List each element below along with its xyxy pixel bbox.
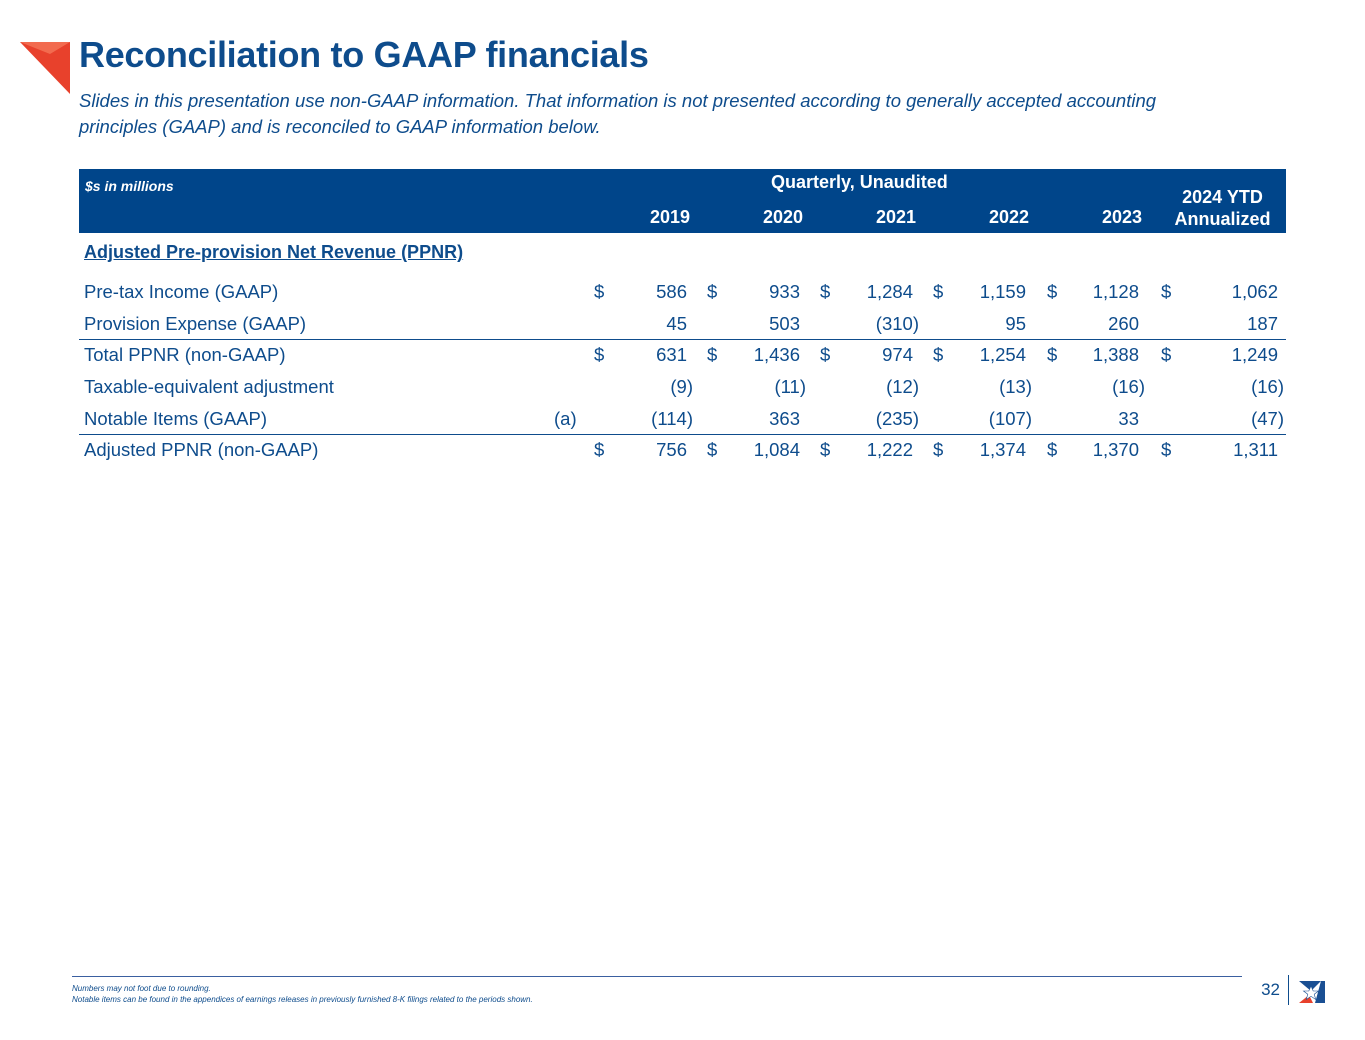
cell-2023: 33 <box>1118 408 1139 429</box>
cell-2021: (12) <box>886 376 919 397</box>
row-label: Pre-tax Income (GAAP) <box>84 281 279 302</box>
currency-symbol: $ <box>1047 281 1058 302</box>
cell-2020: 1,436 <box>753 344 800 365</box>
row-label: Notable Items (GAAP) <box>84 408 268 429</box>
column-header-2023: 2023 <box>1101 207 1142 227</box>
currency-symbol: $ <box>1161 439 1172 460</box>
units-label: $s in millions <box>85 178 174 194</box>
cell-2023: (16) <box>1112 376 1145 397</box>
currency-symbol: $ <box>1161 344 1172 365</box>
column-header-ytd: 2024 YTD Annualized <box>1174 187 1271 229</box>
cell-2019: 586 <box>656 281 687 302</box>
currency-symbol: $ <box>594 344 605 365</box>
currency-symbol: $ <box>1161 281 1172 302</box>
footnote-ref: (a) <box>554 408 577 429</box>
page-number-divider <box>1288 975 1289 1005</box>
section-title: Adjusted Pre-provision Net Revenue (PPNR… <box>84 242 464 262</box>
cell-2023: 1,388 <box>1092 344 1139 365</box>
currency-symbol: $ <box>820 439 831 460</box>
column-header-2021: 2021 <box>875 207 916 227</box>
currency-symbol: $ <box>1047 344 1058 365</box>
row-label: Total PPNR (non-GAAP) <box>84 344 286 365</box>
row-label: Taxable-equivalent adjustment <box>84 376 334 397</box>
table-row: Adjusted PPNR (non-GAAP) $ 756 $ 1,084 $… <box>79 435 1286 466</box>
cell-2021: 1,222 <box>866 439 913 460</box>
column-header-2022: 2022 <box>988 207 1029 227</box>
cell-2019: 756 <box>656 439 687 460</box>
cell-2022: 1,254 <box>979 344 1026 365</box>
cell-ytd: (16) <box>1251 376 1284 397</box>
currency-symbol: $ <box>594 281 605 302</box>
bank-logo-icon <box>1297 978 1327 1005</box>
footnotes: Numbers may not foot due to rounding. No… <box>72 983 533 1005</box>
currency-symbol: $ <box>820 344 831 365</box>
footnote-rounding: Numbers may not foot due to rounding. <box>72 984 211 993</box>
page-number: 32 <box>1261 980 1280 999</box>
currency-symbol: $ <box>933 344 944 365</box>
column-header-2019: 2019 <box>649 207 690 227</box>
footer-divider <box>72 976 1242 977</box>
cell-2023: 1,128 <box>1092 281 1139 302</box>
cell-2023: 1,370 <box>1092 439 1139 460</box>
cell-2019: 631 <box>656 344 687 365</box>
page-subtitle: Slides in this presentation use non-GAAP… <box>79 90 1157 137</box>
currency-symbol: $ <box>707 439 718 460</box>
row-label: Provision Expense (GAAP) <box>84 313 307 334</box>
row-label: Adjusted PPNR (non-GAAP) <box>84 439 319 460</box>
cell-2021: 974 <box>882 344 913 365</box>
cell-2020: 1,084 <box>753 439 800 460</box>
table-row: Notable Items (GAAP) (a) (114) 363 (235)… <box>79 404 1286 435</box>
cell-2020: 503 <box>769 313 800 334</box>
cell-2021: 1,284 <box>866 281 913 302</box>
cell-ytd: 1,062 <box>1231 281 1278 302</box>
cell-2022: (13) <box>999 376 1032 397</box>
column-header-2020: 2020 <box>762 207 803 227</box>
table-row: Provision Expense (GAAP) 45 503 (310) 95… <box>79 309 1286 340</box>
cell-2020: 363 <box>769 408 800 429</box>
footnote-notable-items: Notable items can be found in the append… <box>72 995 533 1004</box>
cell-2022: 1,374 <box>979 439 1026 460</box>
table-row: Taxable-equivalent adjustment (9) (11) (… <box>79 372 1286 403</box>
cell-2020: (11) <box>774 376 806 397</box>
corner-accent-icon <box>20 42 70 94</box>
table-row: Pre-tax Income (GAAP) $ 586 $ 933 $ 1,28… <box>79 277 1286 308</box>
cell-2019: (9) <box>670 376 693 397</box>
subtotal-rule <box>79 339 1286 340</box>
currency-symbol: $ <box>933 281 944 302</box>
cell-2019: (114) <box>651 408 693 429</box>
cell-2019: 45 <box>666 313 687 334</box>
cell-2021: (235) <box>875 408 919 429</box>
currency-symbol: $ <box>820 281 831 302</box>
cell-ytd: 187 <box>1247 313 1278 334</box>
cell-2020: 933 <box>769 281 800 302</box>
cell-ytd: (47) <box>1251 408 1284 429</box>
table-row: Total PPNR (non-GAAP) $ 631 $ 1,436 $ 97… <box>79 340 1286 371</box>
currency-symbol: $ <box>1047 439 1058 460</box>
currency-symbol: $ <box>707 281 718 302</box>
cell-2022: 95 <box>1005 313 1026 334</box>
currency-symbol: $ <box>707 344 718 365</box>
cell-2022: (107) <box>988 408 1032 429</box>
cell-2023: 260 <box>1108 313 1139 334</box>
table-header: $s in millions Quarterly, Unaudited 2019… <box>79 169 1286 233</box>
currency-symbol: $ <box>594 439 605 460</box>
currency-symbol: $ <box>933 439 944 460</box>
cell-2022: 1,159 <box>979 281 1026 302</box>
group-header: Quarterly, Unaudited <box>771 172 948 192</box>
page-title: Reconciliation to GAAP financials <box>79 34 649 75</box>
total-rule <box>79 434 1286 435</box>
cell-ytd: 1,249 <box>1231 344 1278 365</box>
cell-ytd: 1,311 <box>1233 439 1278 460</box>
cell-2021: (310) <box>875 313 919 334</box>
